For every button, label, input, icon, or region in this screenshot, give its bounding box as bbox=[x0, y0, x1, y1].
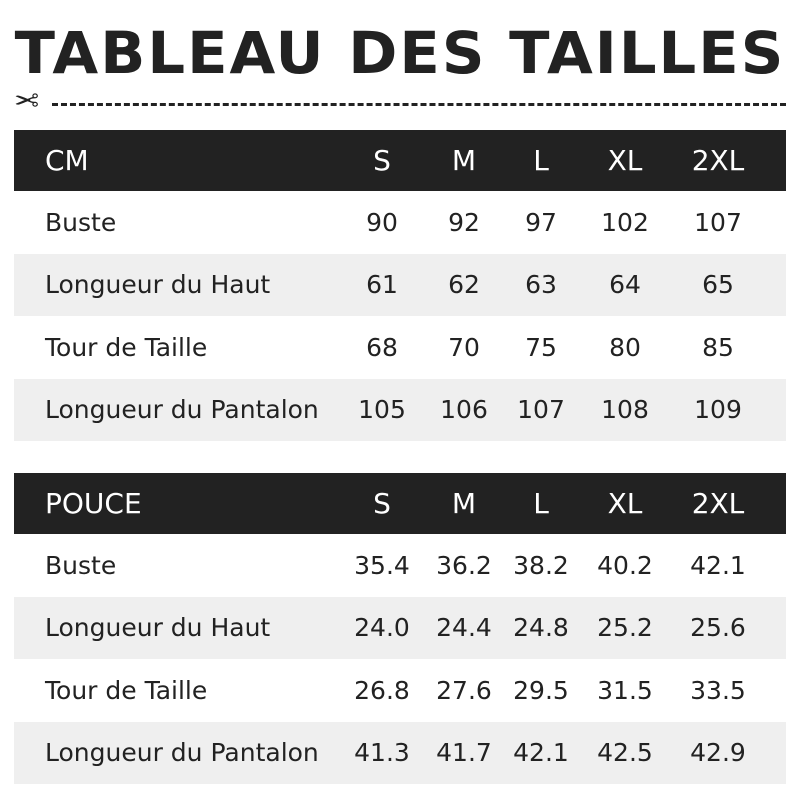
measurement-value: 85 bbox=[702, 332, 734, 362]
measurement-value: 29.5 bbox=[513, 675, 569, 705]
measurement-value: 36.2 bbox=[436, 550, 492, 580]
dashed-line bbox=[52, 103, 786, 106]
scissors-icon: ✂ bbox=[14, 84, 40, 119]
size-header: S bbox=[373, 487, 391, 520]
measurement-label: Tour de Taille bbox=[45, 675, 208, 705]
size-header: 2XL bbox=[691, 144, 745, 177]
measurement-label: Longueur du Haut bbox=[45, 613, 271, 643]
page-title: TABLEAU DES TAILLES bbox=[14, 19, 786, 87]
table-row: Tour de Taille 26.8 27.6 29.5 31.5 33.5 bbox=[14, 659, 786, 722]
table-header: CM S M L XL 2XL bbox=[14, 130, 786, 191]
measurement-value: 107 bbox=[694, 207, 742, 237]
measurement-value: 35.4 bbox=[354, 550, 410, 580]
measurement-value: 80 bbox=[609, 332, 641, 362]
measurement-value: 62 bbox=[448, 270, 480, 300]
measurement-value: 61 bbox=[366, 270, 398, 300]
measurement-value: 26.8 bbox=[354, 675, 410, 705]
measurement-value: 64 bbox=[609, 270, 641, 300]
measurement-value: 109 bbox=[694, 395, 742, 425]
measurement-value: 42.5 bbox=[597, 738, 653, 768]
measurement-value: 106 bbox=[440, 395, 488, 425]
size-header: XL bbox=[607, 144, 643, 177]
table-row: Longueur du Pantalon 41.3 41.7 42.1 42.5 42.9 bbox=[14, 721, 786, 784]
size-header: M bbox=[451, 144, 477, 177]
measurement-value: 42.9 bbox=[690, 738, 746, 768]
measurement-value: 38.2 bbox=[513, 550, 569, 580]
size-header: M bbox=[451, 487, 477, 520]
measurement-value: 33.5 bbox=[690, 675, 746, 705]
table-header: POUCE S M L XL 2XL bbox=[14, 473, 786, 534]
measurement-value: 105 bbox=[358, 395, 406, 425]
measurement-label: Longueur du Haut bbox=[45, 270, 271, 300]
table-row: Longueur du Haut 61 62 63 64 65 bbox=[14, 253, 786, 316]
table-row: Buste 90 92 97 102 107 bbox=[14, 191, 786, 254]
measurement-value: 25.6 bbox=[690, 613, 746, 643]
measurement-value: 31.5 bbox=[597, 675, 653, 705]
measurement-label: Buste bbox=[45, 207, 117, 237]
table-row: Longueur du Haut 24.0 24.4 24.8 25.2 25.6 bbox=[14, 596, 786, 659]
measurement-value: 65 bbox=[702, 270, 734, 300]
measurement-value: 40.2 bbox=[597, 550, 653, 580]
measurement-value: 63 bbox=[525, 270, 557, 300]
measurement-value: 90 bbox=[366, 207, 398, 237]
unit-label: CM bbox=[45, 144, 89, 177]
size-table-inch: POUCE S M L XL 2XL Buste 35.4 36.2 38.2 40.2 42.1 Lo… bbox=[14, 473, 786, 784]
measurement-value: 41.3 bbox=[354, 738, 410, 768]
measurement-value: 75 bbox=[525, 332, 557, 362]
measurement-value: 24.0 bbox=[354, 613, 410, 643]
measurement-value: 41.7 bbox=[436, 738, 492, 768]
size-header: XL bbox=[607, 487, 643, 520]
measurement-value: 92 bbox=[448, 207, 480, 237]
measurement-value: 97 bbox=[525, 207, 557, 237]
table-row: Longueur du Pantalon 105 106 107 108 109 bbox=[14, 378, 786, 441]
measurement-label: Buste bbox=[45, 550, 117, 580]
table-row: Buste 35.4 36.2 38.2 40.2 42.1 bbox=[14, 534, 786, 597]
measurement-value: 24.8 bbox=[513, 613, 569, 643]
measurement-value: 25.2 bbox=[597, 613, 653, 643]
measurement-value: 70 bbox=[448, 332, 480, 362]
measurement-value: 108 bbox=[601, 395, 649, 425]
measurement-label: Longueur du Pantalon bbox=[45, 738, 319, 768]
measurement-label: Tour de Taille bbox=[45, 332, 208, 362]
measurement-value: 107 bbox=[517, 395, 565, 425]
measurement-value: 42.1 bbox=[513, 738, 569, 768]
measurement-value: 27.6 bbox=[436, 675, 492, 705]
size-header: L bbox=[533, 144, 549, 177]
size-header: L bbox=[533, 487, 549, 520]
size-table-cm: CM S M L XL 2XL Buste 90 92 97 102 107 Longueur du H… bbox=[14, 130, 786, 441]
cut-line: ✂ bbox=[14, 84, 786, 119]
size-header: 2XL bbox=[691, 487, 745, 520]
measurement-value: 42.1 bbox=[690, 550, 746, 580]
table-row: Tour de Taille 68 70 75 80 85 bbox=[14, 316, 786, 379]
size-header: S bbox=[373, 144, 391, 177]
measurement-value: 24.4 bbox=[436, 613, 492, 643]
measurement-value: 68 bbox=[366, 332, 398, 362]
unit-label: POUCE bbox=[45, 487, 142, 520]
measurement-label: Longueur du Pantalon bbox=[45, 395, 319, 425]
measurement-value: 102 bbox=[601, 207, 649, 237]
